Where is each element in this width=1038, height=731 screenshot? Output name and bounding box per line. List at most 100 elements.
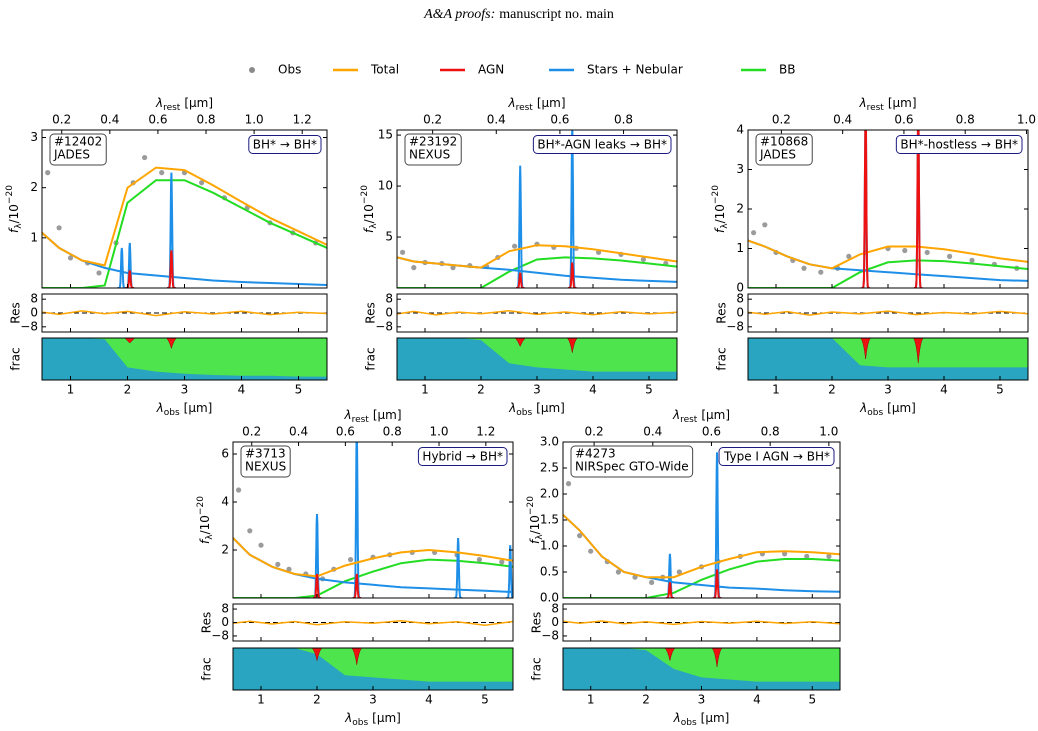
res-axis-title: Res — [9, 302, 23, 323]
label-part: f — [362, 227, 376, 233]
res-tick-label: 0 — [736, 306, 744, 320]
agn-fraction — [124, 337, 136, 344]
spectrum-area — [563, 452, 840, 598]
label-part: rest — [680, 415, 698, 425]
x-tick-label: 4 — [589, 383, 597, 397]
stars-line — [453, 537, 463, 598]
bb-curve — [397, 256, 677, 288]
lower-panels — [563, 620, 840, 690]
total-curve — [563, 514, 840, 579]
agn-line — [712, 569, 722, 598]
x-tick-label: 2 — [642, 693, 650, 707]
x2-tick-label: 0.8 — [614, 113, 633, 127]
legend-label: BB — [779, 63, 795, 77]
obs-point — [565, 481, 572, 487]
class-label: BH*-hostless → BH* — [900, 138, 1018, 152]
agn-line — [516, 272, 525, 288]
y-tick-label: 1.0 — [540, 539, 559, 553]
res-tick-label: −8 — [375, 319, 393, 333]
class-frame — [718, 447, 835, 466]
obs-point — [348, 557, 354, 563]
obs-point — [846, 253, 852, 259]
obs-point — [924, 249, 930, 256]
x-tick-label: 3 — [181, 383, 189, 397]
obs-point — [450, 265, 456, 271]
y-tick-label: 2 — [736, 202, 744, 216]
x-axis-title: λobs [μm] — [156, 401, 213, 418]
label-part: λ — [369, 223, 379, 229]
label-part: λ — [156, 401, 164, 415]
stars-line — [516, 165, 525, 288]
x2-tick-label: 1.0 — [245, 113, 264, 127]
x-axis-title: λobs [μm] — [859, 401, 916, 418]
x2-tick-label: 0.4 — [643, 425, 662, 439]
label-part: λ — [508, 401, 516, 415]
label-part: f — [198, 538, 212, 544]
legend-label: Obs — [278, 63, 301, 77]
label-part: [μm] — [537, 96, 566, 110]
y-tick-label: 0.0 — [540, 591, 559, 605]
stars-curve — [233, 537, 513, 593]
residual-curve — [748, 310, 1028, 316]
x2-tick-label: 0.6 — [550, 113, 569, 127]
label-part: λ — [720, 223, 730, 229]
class-box: BH*-AGN leaks → BH* — [532, 135, 672, 154]
x2-tick-label: 0.6 — [148, 113, 167, 127]
class-frame — [895, 135, 1023, 154]
legend-label: Stars + Nebular — [587, 63, 683, 77]
y-tick-label: 2 — [221, 543, 229, 557]
agn-line — [665, 582, 675, 598]
res-axis-title: Res — [364, 302, 378, 323]
res-tick-label: 0 — [30, 306, 38, 320]
lower-panels — [748, 310, 1028, 380]
y-tick-label: 1 — [30, 230, 38, 244]
label-part: [μm] — [372, 711, 401, 725]
id-frame — [404, 133, 462, 166]
x-tick-label: 5 — [295, 383, 303, 397]
lower-panels — [233, 620, 513, 690]
y-tick-label: 15 — [378, 128, 393, 142]
x2-tick-label: 0.2 — [585, 425, 604, 439]
agn-fraction — [711, 647, 723, 667]
x2-tick-label: 0.6 — [702, 425, 721, 439]
stars-line — [125, 242, 135, 288]
agn-line — [125, 270, 135, 288]
obs-point — [159, 170, 165, 176]
x-tick-label: 2 — [124, 383, 132, 397]
x-tick-label: 5 — [645, 383, 653, 397]
obs-point — [258, 542, 264, 548]
agn-line — [167, 250, 176, 288]
stars-line — [312, 513, 322, 598]
obs-point — [751, 230, 757, 236]
label-part: obs — [681, 718, 697, 728]
x-tick-label: 1 — [67, 383, 75, 397]
id-line: #10868 — [760, 135, 808, 149]
obs-point — [199, 180, 205, 186]
x2-tick-label: 0.4 — [833, 113, 852, 127]
agn-fraction — [664, 647, 676, 661]
residual-curve — [233, 620, 513, 626]
panel: 1 2 3 4 5 0.2 0.4 0.6 0.8 1.0 0.0 0.5 1.0 1.5 2.0 2.5 3.… — [526, 408, 841, 728]
id-line: NIRSpec GTO-Wide — [575, 460, 689, 474]
bb-curve — [42, 179, 327, 288]
res-axis-title: Res — [530, 612, 544, 633]
id-frame — [755, 133, 813, 166]
label-part: λ — [859, 401, 867, 415]
x2-tick-label: 1.2 — [476, 425, 495, 439]
label-part: [μm] — [184, 96, 213, 110]
class-label: BH*-AGN leaks → BH* — [537, 138, 667, 152]
stars-line — [712, 452, 722, 598]
label-part: [μm] — [888, 96, 917, 110]
agn-fraction — [311, 647, 323, 661]
label-part: λ — [344, 711, 352, 725]
stars-fraction — [42, 338, 327, 380]
res-axis-title: Res — [715, 302, 729, 323]
class-label: Hybrid → BH* — [422, 450, 503, 464]
y-tick-label: 4 — [736, 123, 744, 137]
label-part: λ — [155, 96, 163, 110]
label-part: [μm] — [887, 401, 916, 415]
